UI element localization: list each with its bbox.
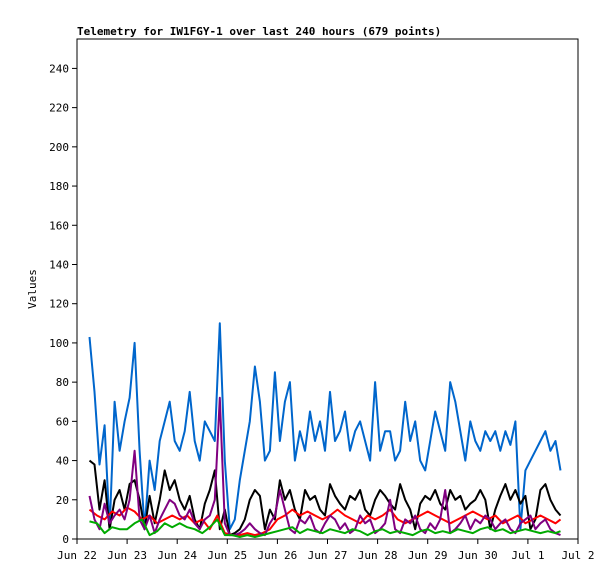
y-tick-label: 220 (49, 102, 69, 115)
y-tick-label: 20 (56, 494, 69, 507)
x-tick-label: Jul 2 (561, 549, 594, 562)
y-tick-label: 140 (49, 258, 69, 271)
series-line-5 (89, 518, 561, 538)
y-tick-label: 120 (49, 298, 69, 311)
y-tick-label: 60 (56, 415, 69, 428)
x-tick-label: Jun 30 (458, 549, 498, 562)
y-tick-label: 100 (49, 337, 69, 350)
y-tick-label: 0 (62, 533, 69, 546)
y-axis-label: Values (26, 269, 39, 309)
y-tick-label: 80 (56, 376, 69, 389)
x-tick-label: Jun 23 (107, 549, 147, 562)
series-line-1 (88, 322, 562, 531)
series-line-2 (88, 459, 562, 537)
x-tick-label: Jun 24 (157, 549, 197, 562)
y-axis: 0 20 40 60 80 100 120 140 160 180 200 220 240 (49, 62, 77, 546)
y-tick-label: 160 (49, 219, 69, 232)
x-tick-label: Jun 28 (358, 549, 398, 562)
y-tick-label: 240 (49, 62, 69, 75)
chart-title: Telemetry for IW1FGY-1 over last 240 hou… (77, 25, 441, 38)
series-layer (88, 322, 562, 538)
y-tick-label: 180 (49, 180, 69, 193)
plot-frame (76, 38, 579, 540)
x-tick-label: Jun 29 (408, 549, 448, 562)
y-tick-label: 40 (56, 455, 69, 468)
x-tick-label: Jun 27 (308, 549, 348, 562)
x-axis: Jun 22 Jun 23 Jun 24 Jun 25 Jun 26 Jun 27 Jun … (57, 539, 595, 562)
x-tick-label: Jun 22 (57, 549, 97, 562)
x-tick-label: Jun 25 (207, 549, 247, 562)
x-tick-label: Jun 26 (258, 549, 298, 562)
x-tick-label: Jul 1 (511, 549, 544, 562)
y-tick-label: 200 (49, 141, 69, 154)
series-line-4 (88, 396, 561, 537)
